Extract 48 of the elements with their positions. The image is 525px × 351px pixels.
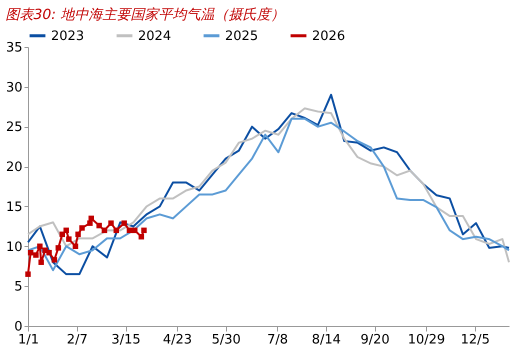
chart-title: 图表30: 地中海主要国家平均气温（摄氏度） bbox=[5, 7, 284, 23]
legend-label: 2025 bbox=[225, 28, 258, 44]
x-tick-label: 7/8 bbox=[267, 332, 288, 348]
point bbox=[88, 216, 94, 222]
x-tick-label: 9/20 bbox=[360, 332, 390, 348]
x-tick-label: 3/15 bbox=[111, 332, 141, 348]
point bbox=[132, 228, 138, 234]
point bbox=[79, 225, 85, 231]
x-tick-label: 10/29 bbox=[408, 332, 446, 348]
x-tick-label: 1/1 bbox=[18, 332, 39, 348]
point bbox=[114, 228, 120, 234]
x-tick-label: 4/23 bbox=[162, 332, 192, 348]
point bbox=[46, 250, 52, 256]
x-tick-label: 12/5 bbox=[460, 332, 490, 348]
legend-label: 2026 bbox=[312, 28, 346, 44]
y-tick-label: 25 bbox=[6, 120, 22, 136]
y-tick-label: 10 bbox=[6, 240, 22, 255]
point bbox=[72, 244, 78, 250]
point bbox=[108, 220, 114, 226]
legend-label: 2024 bbox=[138, 28, 172, 44]
point bbox=[138, 234, 144, 240]
point bbox=[28, 250, 34, 256]
y-tick-label: 15 bbox=[6, 200, 22, 215]
y-tick-label: 20 bbox=[6, 160, 22, 176]
point bbox=[126, 228, 132, 234]
point bbox=[56, 245, 62, 251]
point bbox=[141, 228, 147, 234]
y-tick-label: 35 bbox=[6, 40, 22, 56]
point bbox=[121, 220, 127, 226]
point bbox=[38, 259, 44, 265]
y-tick-label: 0 bbox=[14, 320, 22, 334]
point bbox=[75, 232, 81, 238]
x-tick-label: 2/7 bbox=[66, 332, 88, 348]
point bbox=[37, 244, 43, 250]
x-tick-label: 5/30 bbox=[212, 332, 241, 348]
point bbox=[102, 228, 108, 234]
point bbox=[63, 228, 69, 234]
legend-label: 2023 bbox=[51, 28, 84, 44]
point bbox=[33, 252, 39, 258]
point bbox=[52, 257, 58, 263]
x-tick-label: 8/14 bbox=[312, 332, 341, 348]
y-tick-label: 30 bbox=[6, 80, 22, 96]
point bbox=[66, 236, 72, 242]
point bbox=[25, 271, 31, 277]
point bbox=[96, 222, 102, 228]
point bbox=[87, 220, 93, 226]
y-tick-label: 5 bbox=[14, 280, 22, 295]
point bbox=[60, 232, 65, 238]
